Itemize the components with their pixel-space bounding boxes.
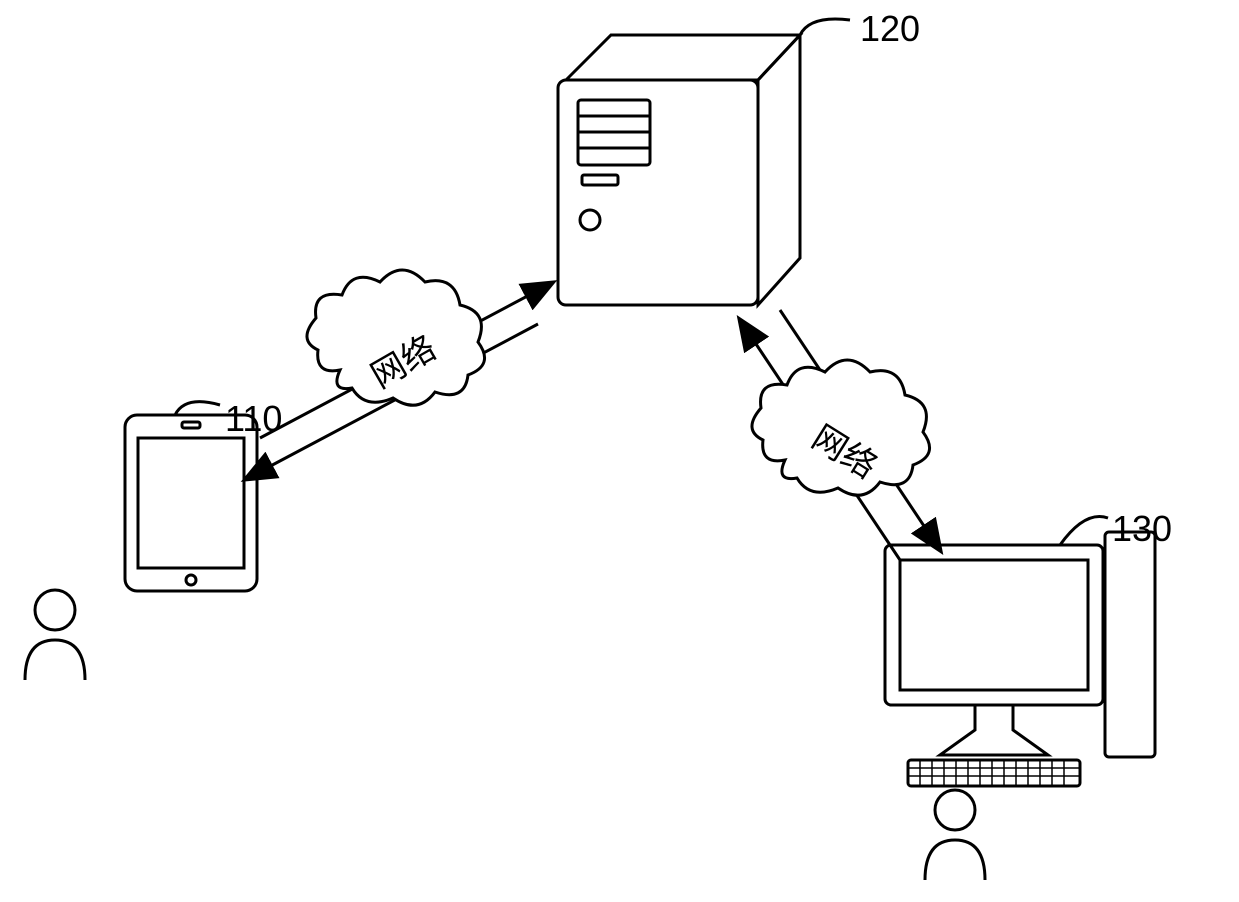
tablet-label: 110 xyxy=(225,398,282,440)
desktop-label: 130 xyxy=(1112,508,1172,550)
server-node xyxy=(558,35,800,305)
desktop-node xyxy=(885,532,1155,786)
user-icon-right xyxy=(925,790,985,880)
tablet-node xyxy=(125,415,257,591)
user-icon-left xyxy=(25,590,85,680)
network-diagram: 110 120 130 网络 网络 xyxy=(0,0,1239,897)
server-label: 120 xyxy=(860,8,920,50)
